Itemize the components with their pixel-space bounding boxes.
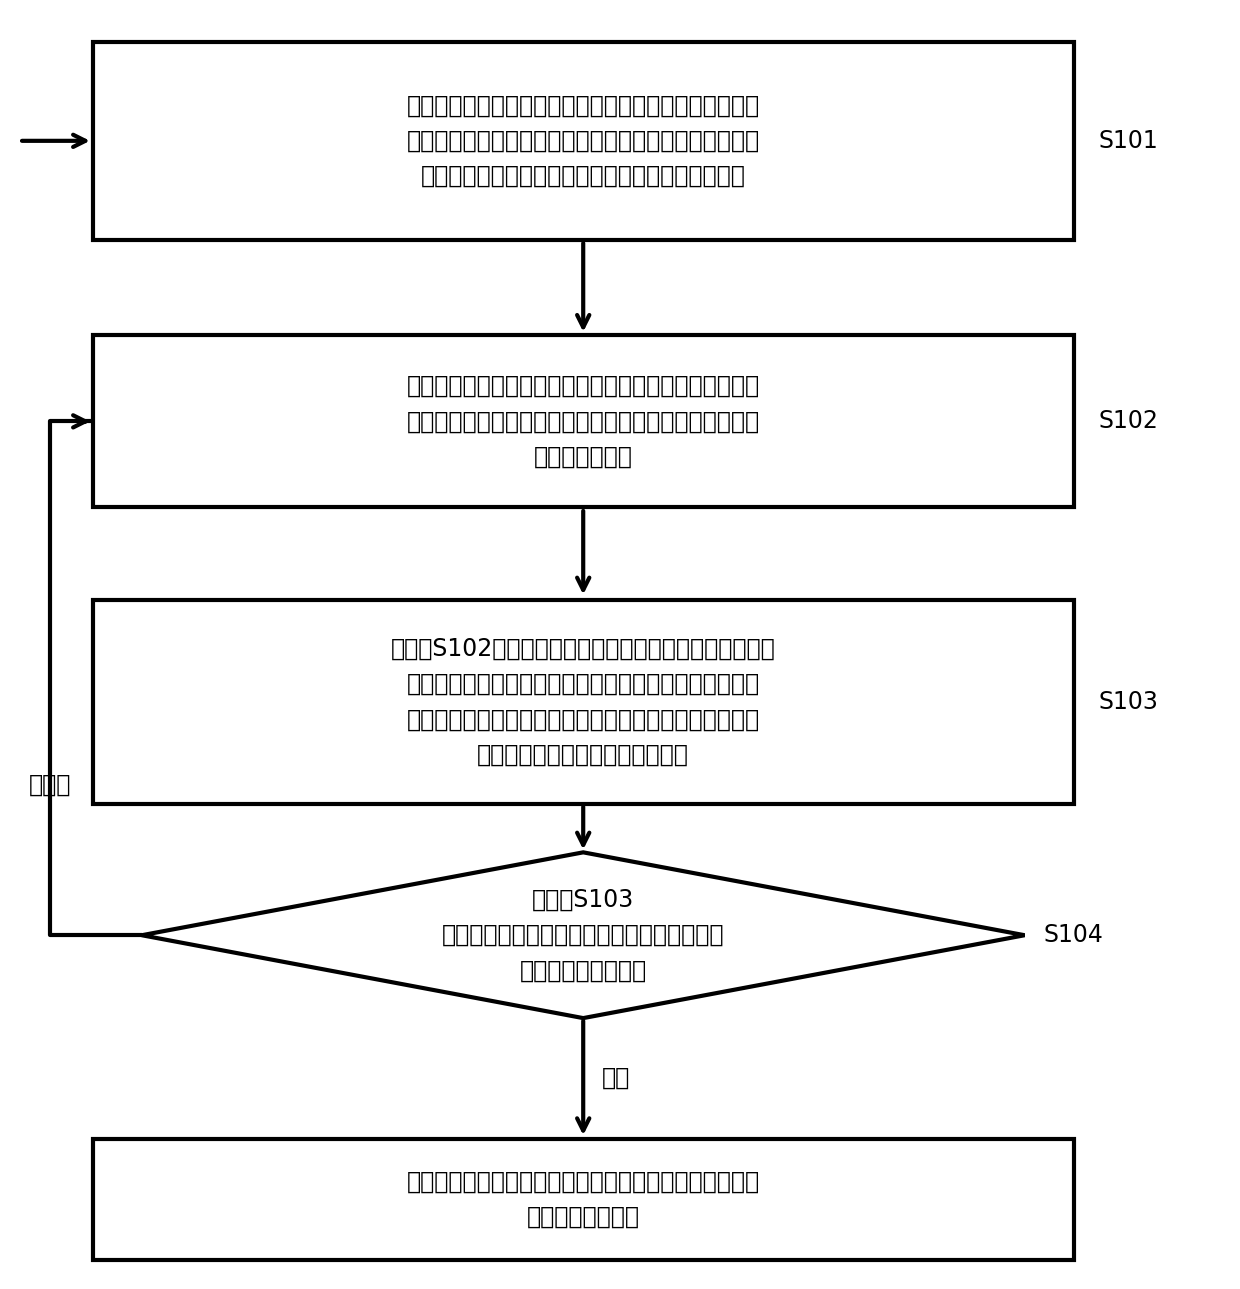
Text: S102: S102: [1099, 410, 1158, 433]
Text: 确定当前已经确定的小型基站部署位置集合为最优的小型
基站部署位置方案: 确定当前已经确定的小型基站部署位置集合为最优的小型 基站部署位置方案: [407, 1169, 760, 1228]
Text: S104: S104: [1043, 923, 1102, 947]
Text: 小于: 小于: [601, 1066, 630, 1090]
FancyBboxPatch shape: [93, 335, 1074, 508]
FancyBboxPatch shape: [93, 599, 1074, 804]
Text: 将步骤S103
所确定的系统能效值，与新增小型基站之前的
系统能效值进行比较: 将步骤S103 所确定的系统能效值，与新增小型基站之前的 系统能效值进行比较: [441, 888, 724, 982]
Text: S101: S101: [1099, 129, 1158, 153]
FancyBboxPatch shape: [93, 43, 1074, 240]
FancyBboxPatch shape: [93, 1138, 1074, 1259]
Text: 对当前的业务分布地图进行网格化处理，根据所述业务分
布地图中的第一层基站站址，以及当前已经确定的小型基
站部署位置集合，确定各候选的基站站址的接入状况: 对当前的业务分布地图进行网格化处理，根据所述业务分 布地图中的第一层基站站址，以…: [407, 93, 760, 188]
Text: 结合预设的网络元素模型参数，所述各候选的基站站址的
接入状况，以及评价参数的算法，确定所述各候选的基站
站址的评价参数: 结合预设的网络元素模型参数，所述各候选的基站站址的 接入状况，以及评价参数的算法…: [407, 374, 760, 469]
Text: 不小于: 不小于: [29, 773, 71, 797]
Text: S103: S103: [1099, 690, 1158, 714]
Text: 在步骤S102所确定的各评价参数中，选择最大的评价参数
值所对应的候选的基站站址作为本次循环中最优小型基站
部署位置，并确定在所述本次循环中最优小型基站部署位
: 在步骤S102所确定的各评价参数中，选择最大的评价参数 值所对应的候选的基站站址…: [391, 637, 775, 767]
Polygon shape: [141, 852, 1024, 1018]
